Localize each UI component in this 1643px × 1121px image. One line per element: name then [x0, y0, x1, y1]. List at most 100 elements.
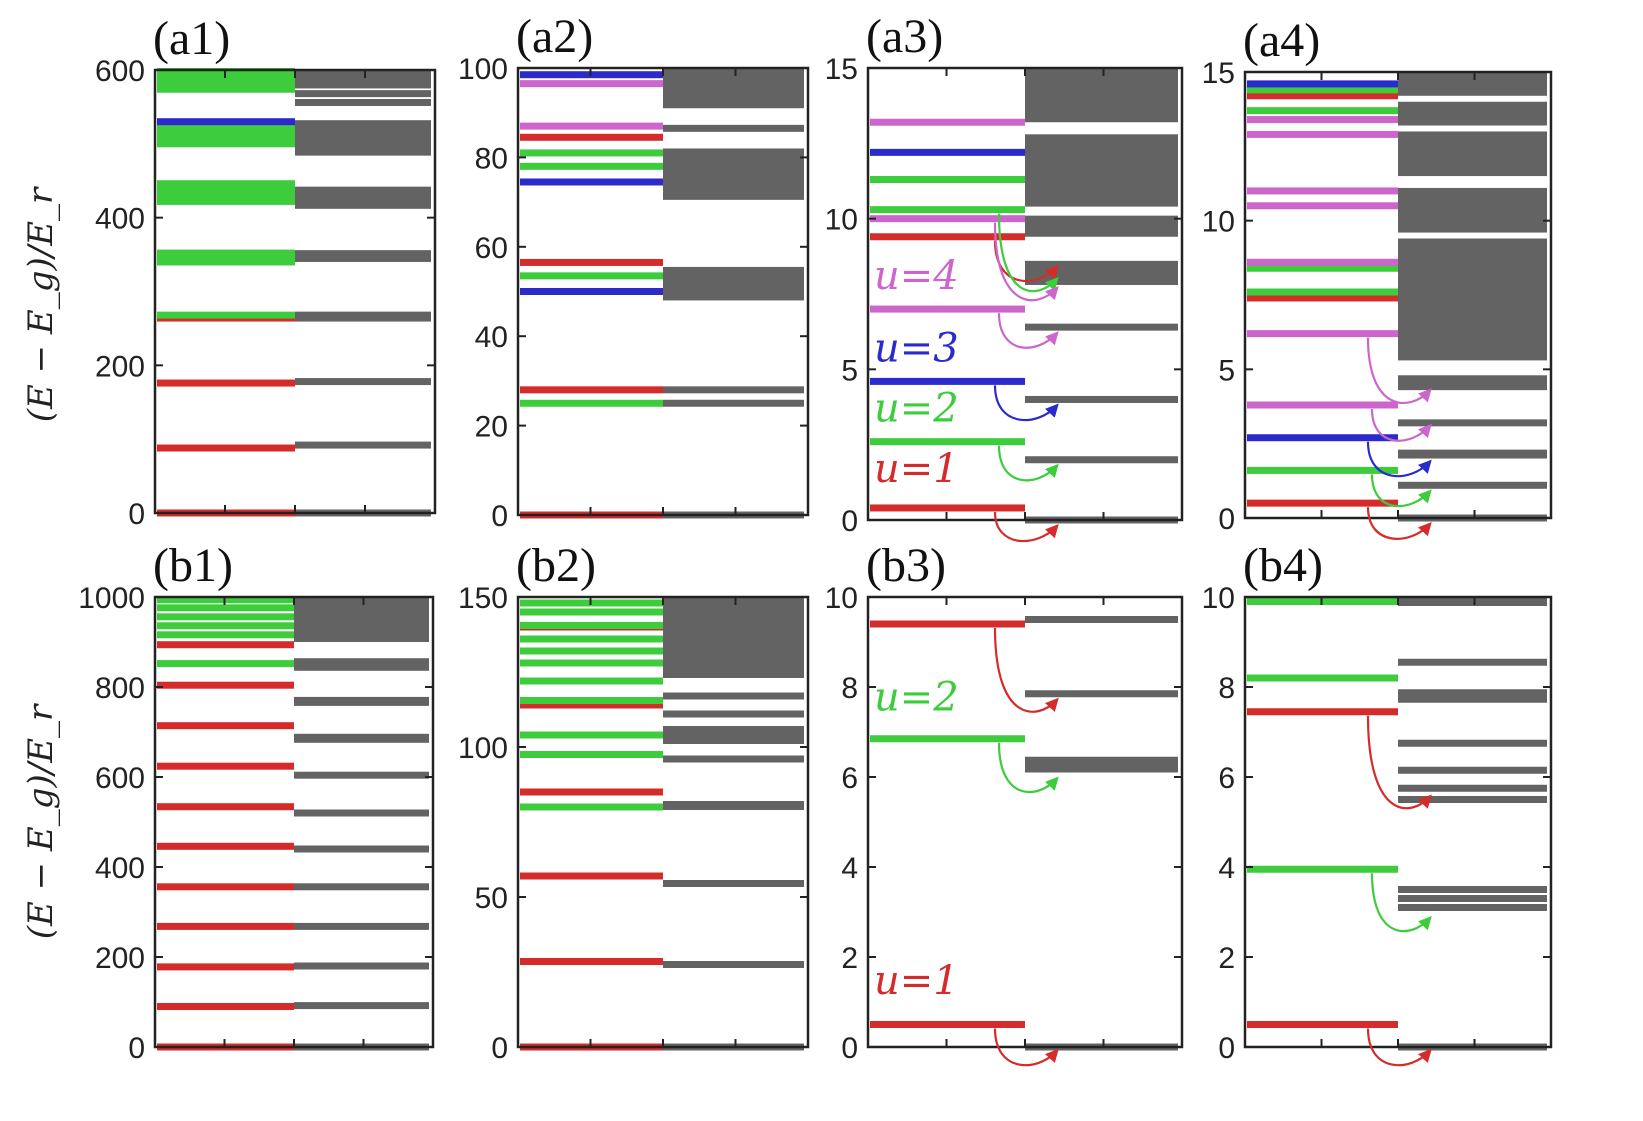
energy-level	[157, 140, 295, 148]
energy-level	[157, 963, 294, 971]
spectrum-line	[663, 124, 804, 132]
panel-label: (a4)	[1243, 14, 1320, 67]
energy-level	[870, 620, 1025, 628]
energy-level	[870, 118, 1025, 126]
spectrum-band	[1025, 68, 1178, 123]
spectrum-line	[295, 90, 431, 98]
energy-level	[1247, 401, 1398, 409]
energy-level	[157, 622, 294, 630]
y-tick-label: 0	[1218, 503, 1235, 536]
spectrum-band	[1025, 215, 1178, 237]
spectrum-line	[295, 378, 431, 386]
spectrum-line	[295, 441, 431, 449]
energy-level	[1247, 130, 1398, 138]
spectrum-band	[295, 186, 431, 209]
spectrum-band	[294, 733, 429, 743]
y-tick-label: 100	[458, 53, 508, 86]
energy-level	[870, 438, 1025, 446]
y-tick-label: 0	[491, 1032, 508, 1065]
energy-level	[157, 631, 294, 639]
y-tick-label: 5	[1218, 354, 1235, 387]
spectrum-line	[295, 311, 431, 319]
spectrum-band	[1398, 597, 1547, 606]
energy-level	[157, 79, 295, 87]
energy-level	[870, 1021, 1025, 1028]
energy-level	[157, 762, 294, 770]
energy-level	[1247, 434, 1398, 442]
energy-level	[157, 118, 295, 126]
energy-level	[1247, 330, 1398, 338]
energy-level	[520, 635, 663, 643]
spectrum-band	[1025, 134, 1178, 207]
transition-arrow	[1366, 715, 1432, 810]
y-tick-label: 2	[1218, 942, 1235, 975]
spectrum-line	[294, 1002, 429, 1010]
energy-level	[157, 85, 295, 93]
energy-level	[520, 272, 663, 280]
spectrum-line	[663, 386, 804, 394]
energy-level	[520, 731, 663, 739]
y-tick-label: 800	[95, 672, 145, 705]
energy-level	[520, 288, 663, 295]
energy-level	[870, 377, 1025, 385]
energy-level	[1247, 80, 1398, 88]
energy-level	[157, 444, 295, 452]
y-tick-label: 8	[841, 672, 858, 705]
level-label: u=1	[874, 958, 959, 1004]
y-tick-label: 60	[475, 232, 508, 265]
level-label: u=3	[874, 325, 959, 371]
y-tick-label: 5	[841, 354, 858, 387]
energy-level	[520, 872, 663, 880]
level-label: u=2	[874, 675, 959, 721]
panel-label: (b1)	[153, 539, 233, 592]
y-tick-label: 200	[95, 942, 145, 975]
spectrum-band	[294, 696, 429, 706]
level-label: u=1	[874, 446, 959, 492]
spectrum-band	[663, 68, 804, 109]
spectrum-line	[1398, 766, 1547, 774]
energy-level	[520, 677, 663, 685]
energy-level	[1247, 116, 1398, 124]
y-tick-label: 40	[475, 321, 508, 354]
energy-level	[157, 722, 294, 730]
energy-level	[157, 922, 294, 930]
spectrum-line	[663, 399, 804, 407]
y-tick-label: 0	[841, 505, 858, 538]
energy-level	[157, 641, 294, 649]
energy-level	[870, 233, 1025, 241]
energy-level	[157, 186, 295, 194]
y-tick-label: 20	[475, 411, 508, 444]
energy-level	[1247, 288, 1398, 296]
spectrum-band	[663, 801, 804, 810]
energy-level	[1247, 107, 1398, 115]
energy-level	[1247, 86, 1398, 94]
energy-level	[1247, 264, 1398, 272]
energy-level	[1247, 466, 1398, 474]
energy-level	[157, 842, 294, 850]
spectrum-line	[294, 962, 429, 970]
spectrum-line	[663, 880, 804, 887]
energy-level	[870, 215, 1025, 223]
energy-level	[157, 180, 295, 188]
level-label: u=4	[874, 253, 959, 299]
spectrum-band	[1398, 131, 1547, 177]
spectrum-line	[663, 961, 804, 968]
y-tick-label: 400	[95, 852, 145, 885]
energy-level	[870, 504, 1025, 512]
spectrum-line	[1025, 456, 1178, 464]
energy-level	[520, 149, 663, 157]
transition-arrow	[1366, 337, 1432, 404]
energy-level	[520, 386, 663, 394]
energy-level	[157, 197, 295, 205]
transition-arrow	[997, 445, 1059, 482]
spectrum-line	[295, 98, 431, 106]
y-tick-label: 0	[1218, 1032, 1235, 1065]
transition-arrow	[993, 385, 1059, 422]
transition-arrow	[997, 313, 1059, 349]
energy-level	[1247, 92, 1398, 100]
energy-level	[520, 697, 663, 704]
spectrum-band	[1398, 101, 1547, 126]
energy-level	[157, 613, 294, 621]
panel-label: (a3)	[866, 10, 943, 63]
